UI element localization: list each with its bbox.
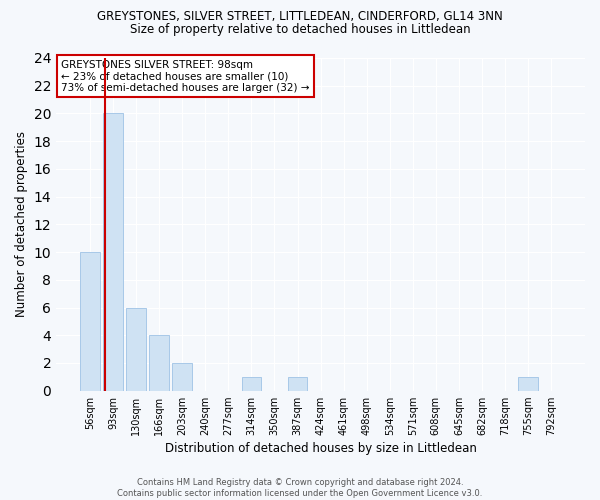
Bar (172, 363, 192, 390)
Bar (242, 377, 261, 390)
Bar (149, 335, 169, 390)
Text: GREYSTONES, SILVER STREET, LITTLEDEAN, CINDERFORD, GL14 3NN: GREYSTONES, SILVER STREET, LITTLEDEAN, C… (97, 10, 503, 23)
X-axis label: Distribution of detached houses by size in Littledean: Distribution of detached houses by size … (164, 442, 476, 455)
Text: Size of property relative to detached houses in Littledean: Size of property relative to detached ho… (130, 22, 470, 36)
Bar (80, 252, 100, 390)
Text: GREYSTONES SILVER STREET: 98sqm
← 23% of detached houses are smaller (10)
73% of: GREYSTONES SILVER STREET: 98sqm ← 23% of… (61, 60, 310, 93)
Y-axis label: Number of detached properties: Number of detached properties (15, 132, 28, 318)
Bar (103, 114, 123, 390)
Bar (518, 377, 538, 390)
Bar (288, 377, 307, 390)
Bar (127, 308, 146, 390)
Text: Contains HM Land Registry data © Crown copyright and database right 2024.
Contai: Contains HM Land Registry data © Crown c… (118, 478, 482, 498)
